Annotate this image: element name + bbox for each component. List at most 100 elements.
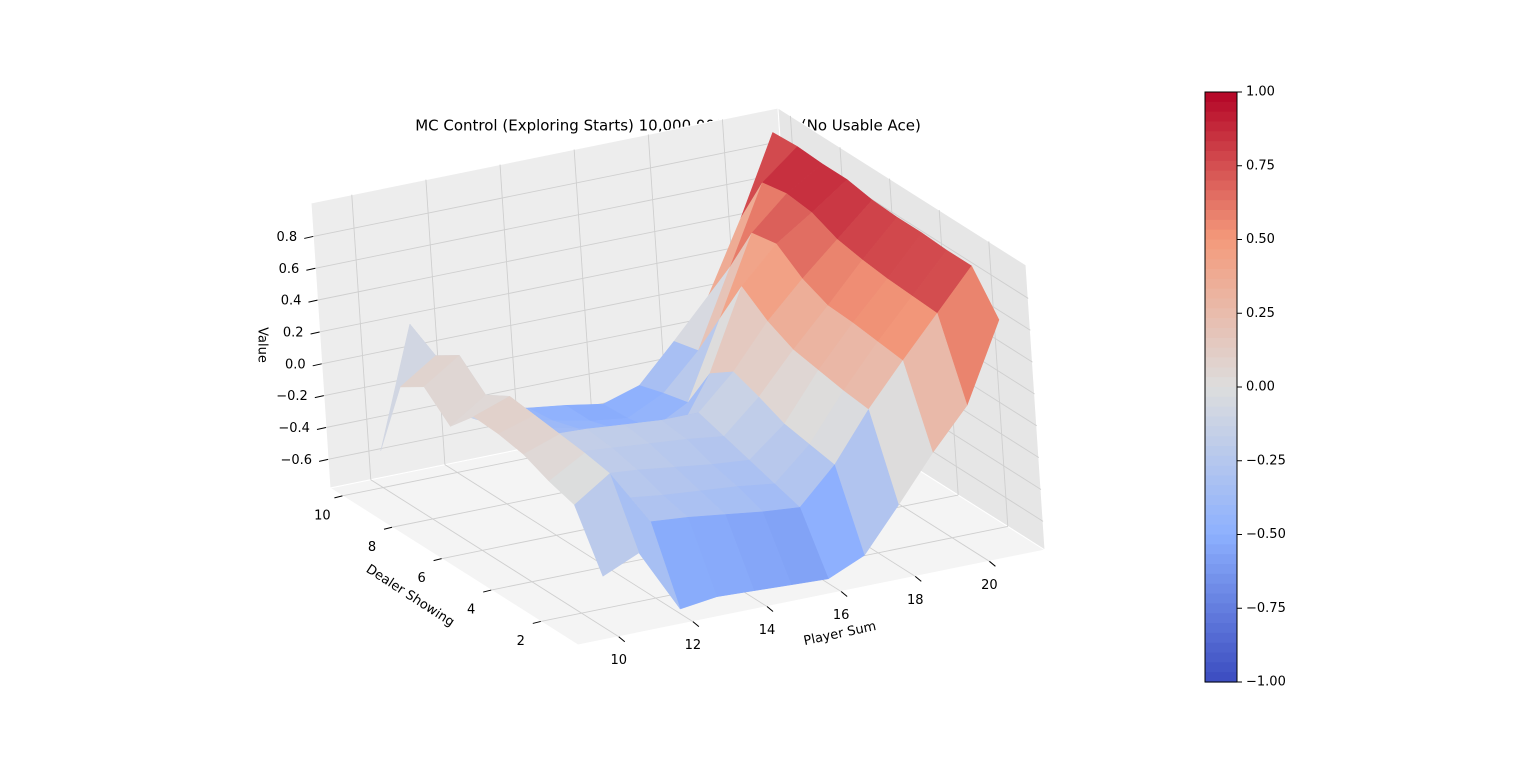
z-tick-label: 0.2 bbox=[283, 325, 304, 340]
y-tick-label: 8 bbox=[368, 540, 376, 555]
colorbar-tick-label: −1.00 bbox=[1246, 675, 1286, 690]
tick-mark bbox=[304, 235, 314, 239]
z-tick-label: −0.4 bbox=[278, 421, 310, 436]
z-tick-label: −0.6 bbox=[281, 453, 313, 468]
colorbar-swatch bbox=[1205, 347, 1237, 359]
colorbar-swatch bbox=[1205, 328, 1237, 339]
colorbar-swatch bbox=[1205, 377, 1237, 388]
colorbar-tick-label: 0.50 bbox=[1246, 232, 1275, 247]
colorbar-tick-label: 0.75 bbox=[1246, 158, 1275, 173]
grid-line bbox=[573, 149, 594, 435]
colorbar-tick-label: 1.00 bbox=[1246, 85, 1275, 100]
colorbar-swatch bbox=[1205, 642, 1237, 654]
colorbar-swatch bbox=[1205, 416, 1237, 427]
colorbar-swatch bbox=[1205, 190, 1237, 201]
grid-line bbox=[315, 172, 783, 269]
y-tick-label: 6 bbox=[417, 571, 425, 586]
colorbar-swatch bbox=[1205, 446, 1237, 457]
colorbar-swatch bbox=[1205, 672, 1237, 683]
z-tick-label: −0.2 bbox=[276, 389, 308, 404]
colorbar-swatch bbox=[1205, 239, 1237, 250]
colorbar-swatch bbox=[1205, 92, 1237, 103]
colorbar-swatch bbox=[1205, 141, 1237, 152]
tick-mark bbox=[989, 560, 996, 567]
tick-mark bbox=[766, 606, 774, 612]
x-tick-label: 10 bbox=[610, 653, 627, 668]
colorbar-swatch bbox=[1205, 495, 1237, 506]
x-axis-label: Player Sum bbox=[802, 619, 877, 649]
tick-mark bbox=[532, 620, 541, 624]
colorbar-swatch bbox=[1205, 396, 1237, 408]
colorbar-tick-label: 0.25 bbox=[1246, 306, 1275, 321]
colorbar-swatch bbox=[1205, 337, 1237, 349]
colorbar-swatch bbox=[1205, 219, 1237, 231]
tick-mark bbox=[618, 636, 626, 643]
colorbar-swatch bbox=[1205, 436, 1237, 447]
colorbar-tick-label: −0.50 bbox=[1246, 527, 1286, 542]
colorbar-swatch bbox=[1205, 465, 1237, 477]
colorbar-swatch bbox=[1205, 269, 1237, 280]
tick-mark bbox=[483, 589, 492, 593]
colorbar-swatch bbox=[1205, 170, 1237, 182]
tick-mark bbox=[316, 427, 327, 430]
colorbar-swatch bbox=[1205, 573, 1237, 585]
colorbar-swatch bbox=[1205, 406, 1237, 418]
colorbar-swatch bbox=[1205, 662, 1237, 673]
x-tick-label: 14 bbox=[759, 623, 776, 638]
tick-mark bbox=[312, 363, 322, 367]
y-tick-label: 2 bbox=[517, 634, 525, 649]
z-axis-label: Value bbox=[255, 327, 270, 363]
y-axis-label: Dealer Showing bbox=[363, 562, 457, 630]
z-tick-label: 0.8 bbox=[277, 230, 298, 245]
colorbar-swatch bbox=[1205, 485, 1237, 496]
tick-mark bbox=[840, 591, 848, 597]
colorbar-swatch bbox=[1205, 593, 1237, 604]
tick-mark bbox=[914, 576, 922, 582]
colorbar-swatch bbox=[1205, 259, 1237, 270]
colorbar-swatch bbox=[1205, 544, 1237, 555]
colorbar-swatch bbox=[1205, 111, 1237, 123]
colorbar-swatch bbox=[1205, 160, 1237, 172]
tick-mark bbox=[306, 267, 316, 271]
colorbar-swatch bbox=[1205, 632, 1237, 644]
y-tick-label: 4 bbox=[467, 603, 475, 618]
colorbar-tick-label: −0.25 bbox=[1246, 453, 1286, 468]
colorbar-swatch bbox=[1205, 514, 1237, 526]
colorbar-tick-label: 0.00 bbox=[1246, 380, 1275, 395]
grid-line bbox=[319, 236, 787, 333]
tick-mark bbox=[383, 526, 393, 530]
tick-mark bbox=[334, 495, 343, 499]
colorbar-swatch bbox=[1205, 426, 1237, 437]
grid-line bbox=[313, 140, 781, 237]
tick-mark bbox=[692, 621, 700, 628]
colorbar-swatch bbox=[1205, 318, 1237, 329]
tick-mark bbox=[318, 458, 329, 462]
colorbar-swatch bbox=[1205, 180, 1237, 191]
colorbar-swatch bbox=[1205, 564, 1237, 575]
x-tick-label: 18 bbox=[907, 593, 924, 608]
grid-line bbox=[988, 241, 1009, 527]
colorbar-tick-label: −0.75 bbox=[1246, 601, 1286, 616]
colorbar-swatch bbox=[1205, 278, 1237, 290]
grid-line bbox=[370, 479, 620, 638]
z-tick-label: 0.6 bbox=[279, 262, 300, 277]
colorbar-swatch bbox=[1205, 121, 1237, 132]
colorbar-swatch bbox=[1205, 200, 1237, 211]
colorbar-swatch bbox=[1205, 101, 1237, 113]
colorbar-swatch bbox=[1205, 249, 1237, 260]
colorbar-swatch bbox=[1205, 554, 1237, 565]
grid-line bbox=[321, 268, 789, 365]
colorbar-swatch bbox=[1205, 298, 1237, 309]
grid-line bbox=[317, 204, 785, 301]
colorbar-swatch bbox=[1205, 475, 1237, 486]
grid-line bbox=[444, 464, 694, 623]
tick-mark bbox=[310, 331, 320, 335]
colorbar-swatch bbox=[1205, 613, 1237, 624]
colorbar-swatch bbox=[1205, 583, 1237, 595]
surface-face bbox=[574, 473, 640, 577]
colorbar-swatch bbox=[1205, 505, 1237, 516]
colorbar-swatch bbox=[1205, 623, 1237, 634]
tick-mark bbox=[433, 558, 442, 562]
